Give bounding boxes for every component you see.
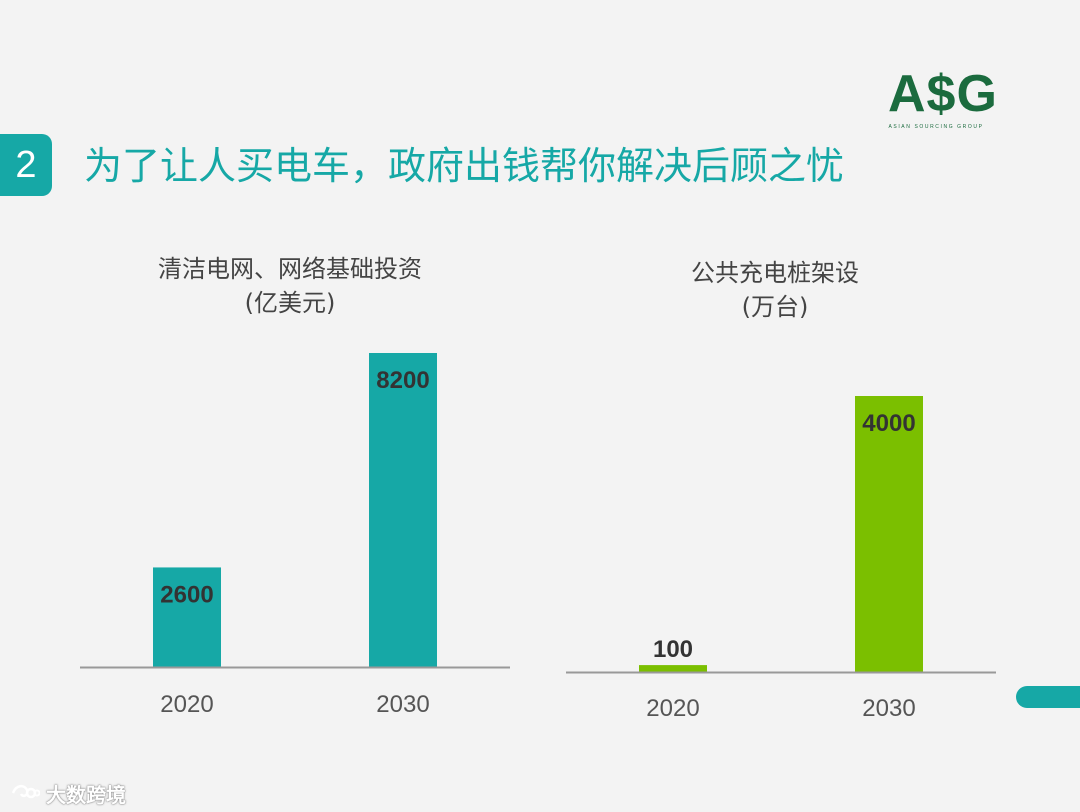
slide-title: 为了让人买电车，政府出钱帮你解决后顾之忧 (84, 144, 845, 188)
chart-2-tick-label-2020: 2020 (646, 695, 699, 722)
chart-2-title-unit: (万台) (741, 293, 809, 321)
watermark-text: 大数跨境 (46, 782, 126, 807)
chart-1-title-line1: 清洁电网、网络基础投资 (158, 255, 422, 283)
chart-2-bar-2030 (855, 396, 923, 672)
logo-subtitle: ASIAN SOURCING GROUP (888, 124, 984, 130)
chart-1-tick-label-2020: 2020 (160, 691, 213, 718)
chart-1-bar-2020 (153, 567, 221, 667)
chart-1-bar-2030 (369, 353, 437, 667)
chart-2-title-line1: 公共充电桩架设 (691, 259, 859, 287)
chart-1-data-label-2020: 2600 (160, 581, 213, 608)
chart-1-title-unit: (亿美元) (244, 289, 336, 317)
accent-pill (1016, 686, 1080, 708)
watermark: 大数跨境 (10, 780, 126, 807)
chart-2-bar-2020 (639, 665, 707, 672)
chart-1-title: 清洁电网、网络基础投资 (亿美元) (140, 252, 440, 320)
eye-swirl-icon (11, 784, 40, 799)
chart-2-tick-label-2030: 2030 (862, 695, 915, 722)
asg-logo: A$G ASIAN SOURCING GROUP (888, 65, 998, 136)
slide-number-badge: 2 (0, 134, 52, 196)
logo-mark: A$G (888, 65, 998, 123)
chart-2-data-label-2020: 100 (653, 636, 693, 663)
chart-2-data-label-2030: 4000 (862, 410, 915, 437)
chart-2-title: 公共充电桩架设 (万台) (640, 256, 910, 324)
chart-1-tick-label-2030: 2030 (376, 691, 429, 718)
chart-1-data-label-2030: 8200 (376, 367, 429, 394)
